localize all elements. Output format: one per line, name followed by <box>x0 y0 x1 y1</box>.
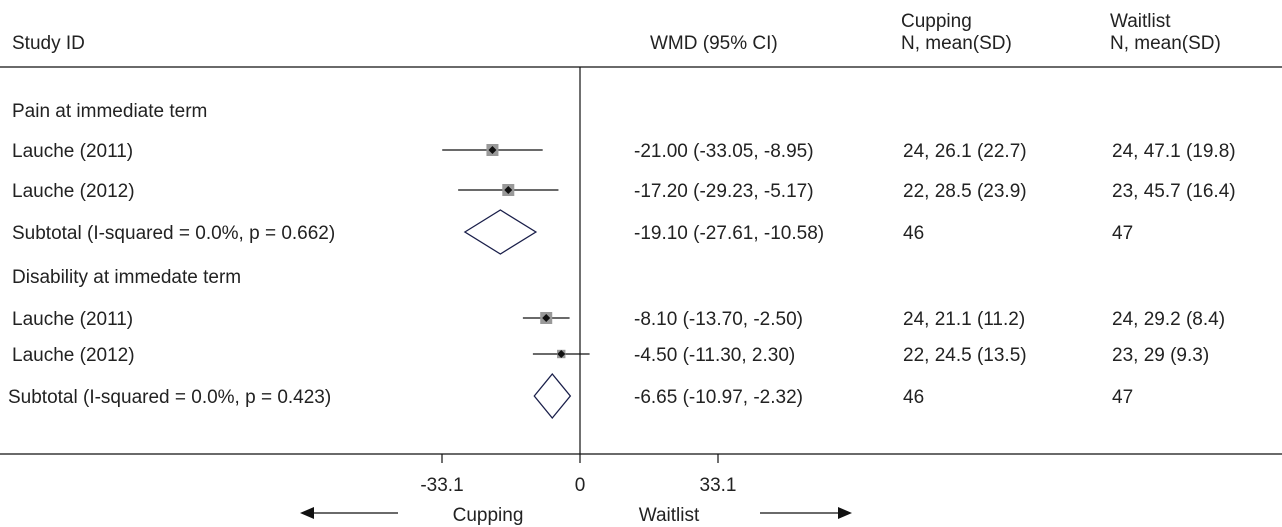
study-label: Lauche (2012) <box>12 181 135 202</box>
waitlist-value: 23, 29 (9.3) <box>1112 345 1209 366</box>
header-cupping-stats: N, mean(SD) <box>901 33 1012 54</box>
effect-ci-text: -4.50 (-11.30, 2.30) <box>634 345 795 366</box>
header-study-id: Study ID <box>12 33 85 54</box>
effect-ci-text: -8.10 (-13.70, -2.50) <box>634 309 803 330</box>
cupping-value: 24, 21.1 (11.2) <box>903 309 1025 330</box>
point-estimate <box>557 350 566 358</box>
axis-tick-label: -33.1 <box>420 475 463 496</box>
header-waitlist-stats: N, mean(SD) <box>1110 33 1221 54</box>
waitlist-value: 24, 47.1 (19.8) <box>1112 141 1236 162</box>
header-label: Pain at immediate term <box>12 101 207 122</box>
header-cupping-group: Cupping <box>901 11 972 32</box>
axis-tick-label: 33.1 <box>700 475 737 496</box>
cupping-value: 22, 28.5 (23.9) <box>903 181 1027 202</box>
effect-ci-text: -21.00 (-33.05, -8.95) <box>634 141 814 162</box>
axis-tick-label: 0 <box>575 475 586 496</box>
waitlist-value: 23, 45.7 (16.4) <box>1112 181 1236 202</box>
waitlist-value: 47 <box>1112 223 1133 244</box>
point-estimate <box>504 186 513 194</box>
study-label: Lauche (2011) <box>12 141 133 162</box>
subtotal-label: Subtotal (I-squared = 0.0%, p = 0.423) <box>8 387 331 408</box>
header-wmd: WMD (95% CI) <box>650 33 778 54</box>
pooled-diamond <box>533 372 572 420</box>
favours-right-arrowhead <box>838 507 852 519</box>
effect-ci-text: -17.20 (-29.23, -5.17) <box>634 181 814 202</box>
effect-ci-text: -19.10 (-27.61, -10.58) <box>634 223 824 244</box>
cupping-value: 46 <box>903 223 924 244</box>
favours-left-arrowhead <box>300 507 314 519</box>
waitlist-value: 24, 29.2 (8.4) <box>1112 309 1225 330</box>
point-estimate <box>542 314 551 322</box>
header-waitlist-group: Waitlist <box>1110 11 1171 32</box>
cupping-value: 46 <box>903 387 924 408</box>
study-label: Lauche (2011) <box>12 309 133 330</box>
header-label: Disability at immedate term <box>12 267 241 288</box>
cupping-value: 24, 26.1 (22.7) <box>903 141 1027 162</box>
effect-ci-text: -6.65 (-10.97, -2.32) <box>634 387 803 408</box>
pooled-diamond <box>463 209 538 255</box>
cupping-value: 22, 24.5 (13.5) <box>903 345 1027 366</box>
subtotal-label: Subtotal (I-squared = 0.0%, p = 0.662) <box>12 223 335 244</box>
point-estimate <box>488 146 497 154</box>
favours-left-label: Cupping <box>453 505 524 526</box>
study-label: Lauche (2012) <box>12 345 135 366</box>
favours-right-label: Waitlist <box>639 505 700 526</box>
waitlist-value: 47 <box>1112 387 1133 408</box>
